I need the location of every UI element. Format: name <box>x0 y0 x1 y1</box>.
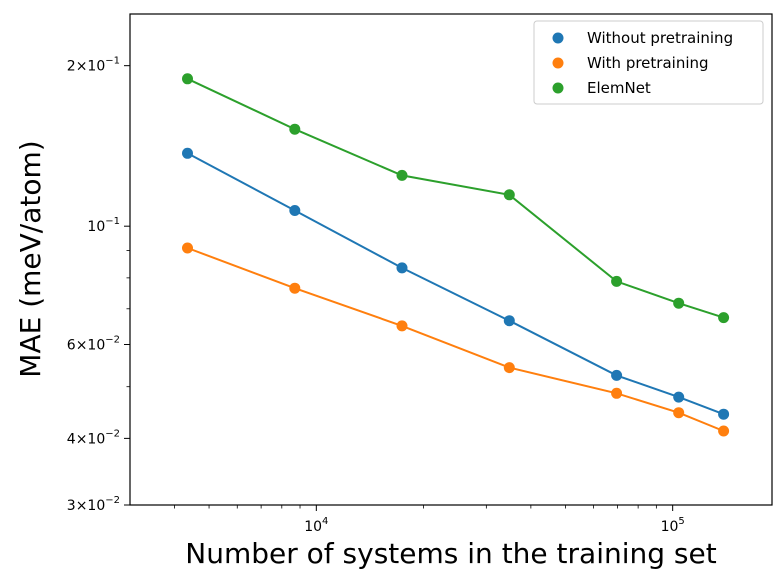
legend-box <box>533 20 764 105</box>
legend-label: ElemNet <box>587 79 651 97</box>
data-point <box>182 242 193 254</box>
data-point <box>673 407 685 419</box>
data-point <box>611 387 623 399</box>
data-point <box>396 169 408 181</box>
data-point <box>289 282 301 294</box>
legend-marker <box>552 57 564 69</box>
x-axis: 104 105 <box>174 505 685 535</box>
legend-marker <box>552 82 564 94</box>
y-tick-label: 2×10−1 <box>67 56 120 75</box>
data-point <box>611 275 623 287</box>
data-point <box>289 205 301 216</box>
legend-label: Without pretraining <box>587 29 733 47</box>
data-point <box>611 369 623 381</box>
legend: Without pretraining With pretraining ElemN… <box>533 20 764 105</box>
data-point <box>673 391 685 403</box>
y-tick-label: 4×10−2 <box>67 428 120 447</box>
series-points <box>182 73 730 437</box>
x-tick-label: 105 <box>661 516 685 535</box>
legend-marker <box>552 32 564 44</box>
legend-label: With pretraining <box>587 54 709 72</box>
y-axis-title: MAE (meV/atom) <box>14 140 47 377</box>
data-point <box>289 123 301 135</box>
data-point <box>718 425 730 437</box>
x-tick-label: 104 <box>304 516 328 535</box>
y-tick-label: 6×10−2 <box>67 334 120 353</box>
data-point <box>182 73 193 85</box>
data-point <box>396 262 408 274</box>
data-point <box>718 312 730 324</box>
y-tick-label: 3×10−2 <box>67 495 120 514</box>
y-tick-label: 10−1 <box>87 216 120 235</box>
plot-frame <box>129 13 773 506</box>
data-point <box>503 315 515 327</box>
data-point <box>503 189 515 201</box>
data-point <box>503 362 515 374</box>
y-axis: 3×10−2 4×10−2 6×10−2 10−1 2×10−1 <box>67 56 130 514</box>
data-point <box>673 297 685 309</box>
data-point <box>718 408 730 420</box>
data-point <box>396 320 408 332</box>
data-point <box>182 147 193 159</box>
x-axis-title: Number of systems in the training set <box>185 537 716 570</box>
